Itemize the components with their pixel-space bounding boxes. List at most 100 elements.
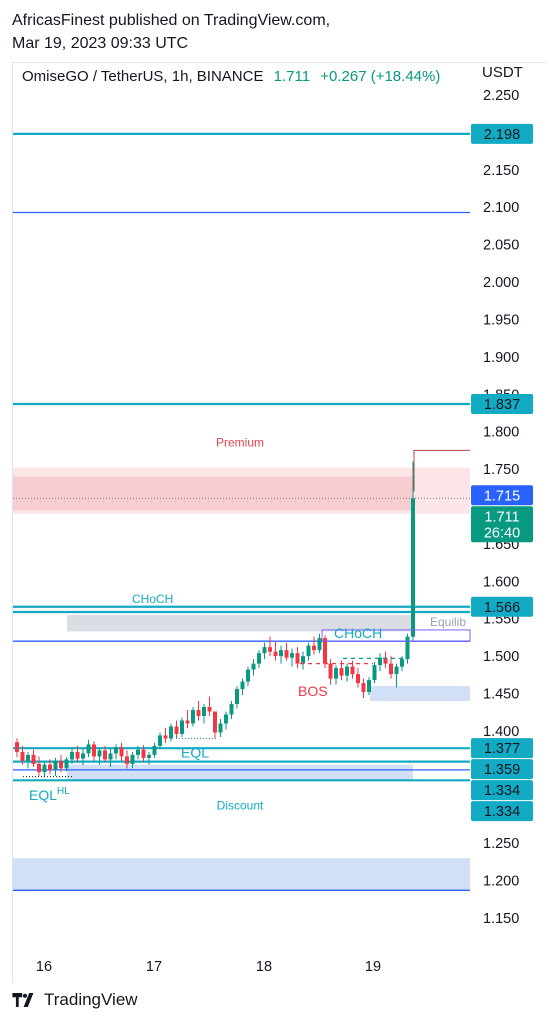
- zone-discount: [67, 764, 413, 782]
- candle[interactable]: [356, 668, 360, 688]
- candle[interactable]: [383, 651, 388, 669]
- zone-label-premium: Premium: [216, 436, 264, 450]
- candle[interactable]: [372, 662, 377, 684]
- candle[interactable]: [59, 754, 63, 773]
- candle[interactable]: [235, 686, 239, 709]
- zone-premium-outer: [13, 467, 470, 514]
- candle[interactable]: [125, 750, 129, 769]
- candle[interactable]: [48, 759, 52, 775]
- price-label-value: 1.359: [484, 762, 520, 778]
- annotation-choch: CHoCH: [334, 625, 382, 641]
- footer-brand-text: TradingView: [44, 990, 138, 1009]
- candle[interactable]: [394, 663, 399, 688]
- x-tick-label: 16: [36, 959, 52, 975]
- price-label-teal[interactable]: 2.198: [471, 123, 533, 144]
- candle[interactable]: [42, 760, 47, 778]
- candle[interactable]: [218, 718, 223, 737]
- candle[interactable]: [213, 711, 217, 739]
- price-label-teal[interactable]: 1.334: [471, 780, 533, 801]
- candle[interactable]: [361, 678, 366, 699]
- price-label-teal[interactable]: 1.334: [471, 801, 533, 822]
- candle[interactable]: [26, 751, 30, 769]
- candle[interactable]: [367, 677, 371, 696]
- candle[interactable]: [163, 727, 168, 743]
- annotation-eql: EQLHL: [29, 786, 70, 803]
- candle[interactable]: [75, 745, 80, 763]
- candle[interactable]: [191, 707, 195, 727]
- candle[interactable]: [53, 757, 58, 776]
- x-tick-label: 17: [146, 959, 162, 975]
- candle[interactable]: [202, 704, 206, 724]
- candle[interactable]: [229, 701, 234, 719]
- price-label-value: 1.334: [484, 804, 520, 820]
- candle[interactable]: [180, 717, 184, 737]
- footer-brand[interactable]: TradingView: [12, 990, 138, 1010]
- candle[interactable]: [207, 696, 212, 716]
- candle[interactable]: [31, 749, 36, 767]
- candle[interactable]: [70, 747, 74, 764]
- candle[interactable]: [246, 666, 250, 687]
- candle[interactable]: [268, 636, 272, 657]
- candle[interactable]: [81, 748, 85, 766]
- y-tick-label: 1.950: [483, 312, 519, 328]
- price-label-teal[interactable]: 1.359: [471, 759, 533, 780]
- candle[interactable]: [15, 738, 19, 758]
- candle[interactable]: [251, 659, 256, 676]
- candle[interactable]: [334, 665, 338, 685]
- y-tick-label: 2.000: [483, 275, 519, 291]
- candle[interactable]: [290, 648, 294, 667]
- candle[interactable]: [411, 461, 415, 642]
- y-tick-label: 2.100: [483, 200, 519, 216]
- candle[interactable]: [37, 756, 41, 776]
- price-label-value: 1.837: [484, 397, 520, 413]
- price-label-countdown: 26:40: [484, 525, 520, 541]
- price-label-teal[interactable]: 1.377: [471, 738, 533, 759]
- candle[interactable]: [405, 633, 410, 664]
- candle[interactable]: [103, 745, 107, 763]
- candle[interactable]: [152, 742, 157, 758]
- candle[interactable]: [312, 636, 316, 655]
- candle[interactable]: [20, 745, 25, 765]
- candle[interactable]: [301, 651, 305, 670]
- candle[interactable]: [328, 659, 333, 685]
- candle[interactable]: [262, 642, 267, 660]
- candle[interactable]: [279, 645, 283, 664]
- candle[interactable]: [97, 747, 102, 765]
- candle[interactable]: [92, 741, 96, 761]
- candle[interactable]: [174, 720, 179, 739]
- candle[interactable]: [114, 744, 118, 760]
- candle[interactable]: [196, 701, 201, 721]
- candle[interactable]: [350, 660, 355, 679]
- chart-area[interactable]: CHoCH CHoCH BOS EQL EQLHL Equilib Premium Disco…: [12, 62, 546, 983]
- candle[interactable]: [108, 748, 113, 767]
- candle[interactable]: [284, 642, 289, 661]
- symbol-name: OmiseGO / TetherUS, 1h, BINANCE: [22, 68, 264, 85]
- candle[interactable]: [257, 650, 261, 669]
- candle[interactable]: [158, 732, 162, 749]
- candle[interactable]: [306, 642, 311, 661]
- candle[interactable]: [141, 745, 146, 763]
- candle[interactable]: [130, 751, 135, 769]
- candle[interactable]: [378, 653, 382, 672]
- zone-choch-gray: [67, 614, 413, 632]
- price-label-value: 1.334: [484, 783, 520, 799]
- candle[interactable]: [345, 663, 349, 682]
- candle[interactable]: [86, 739, 91, 758]
- price-label-blue[interactable]: 1.715: [471, 485, 533, 506]
- price-label-teal[interactable]: 1.837: [471, 393, 533, 414]
- candle[interactable]: [295, 647, 300, 669]
- candle[interactable]: [317, 633, 322, 654]
- price-label-teal[interactable]: 1.566: [471, 596, 533, 617]
- candle[interactable]: [273, 641, 278, 661]
- candle[interactable]: [147, 751, 151, 765]
- candle[interactable]: [64, 757, 69, 772]
- candle[interactable]: [136, 745, 140, 760]
- candle[interactable]: [224, 711, 228, 730]
- price-chart[interactable]: CHoCH CHoCH BOS EQL EQLHL Equilib Premium Disco…: [13, 63, 546, 983]
- candle[interactable]: [240, 678, 245, 696]
- candle[interactable]: [389, 656, 393, 679]
- candle[interactable]: [169, 723, 173, 742]
- candle[interactable]: [185, 710, 190, 728]
- candle[interactable]: [119, 742, 124, 761]
